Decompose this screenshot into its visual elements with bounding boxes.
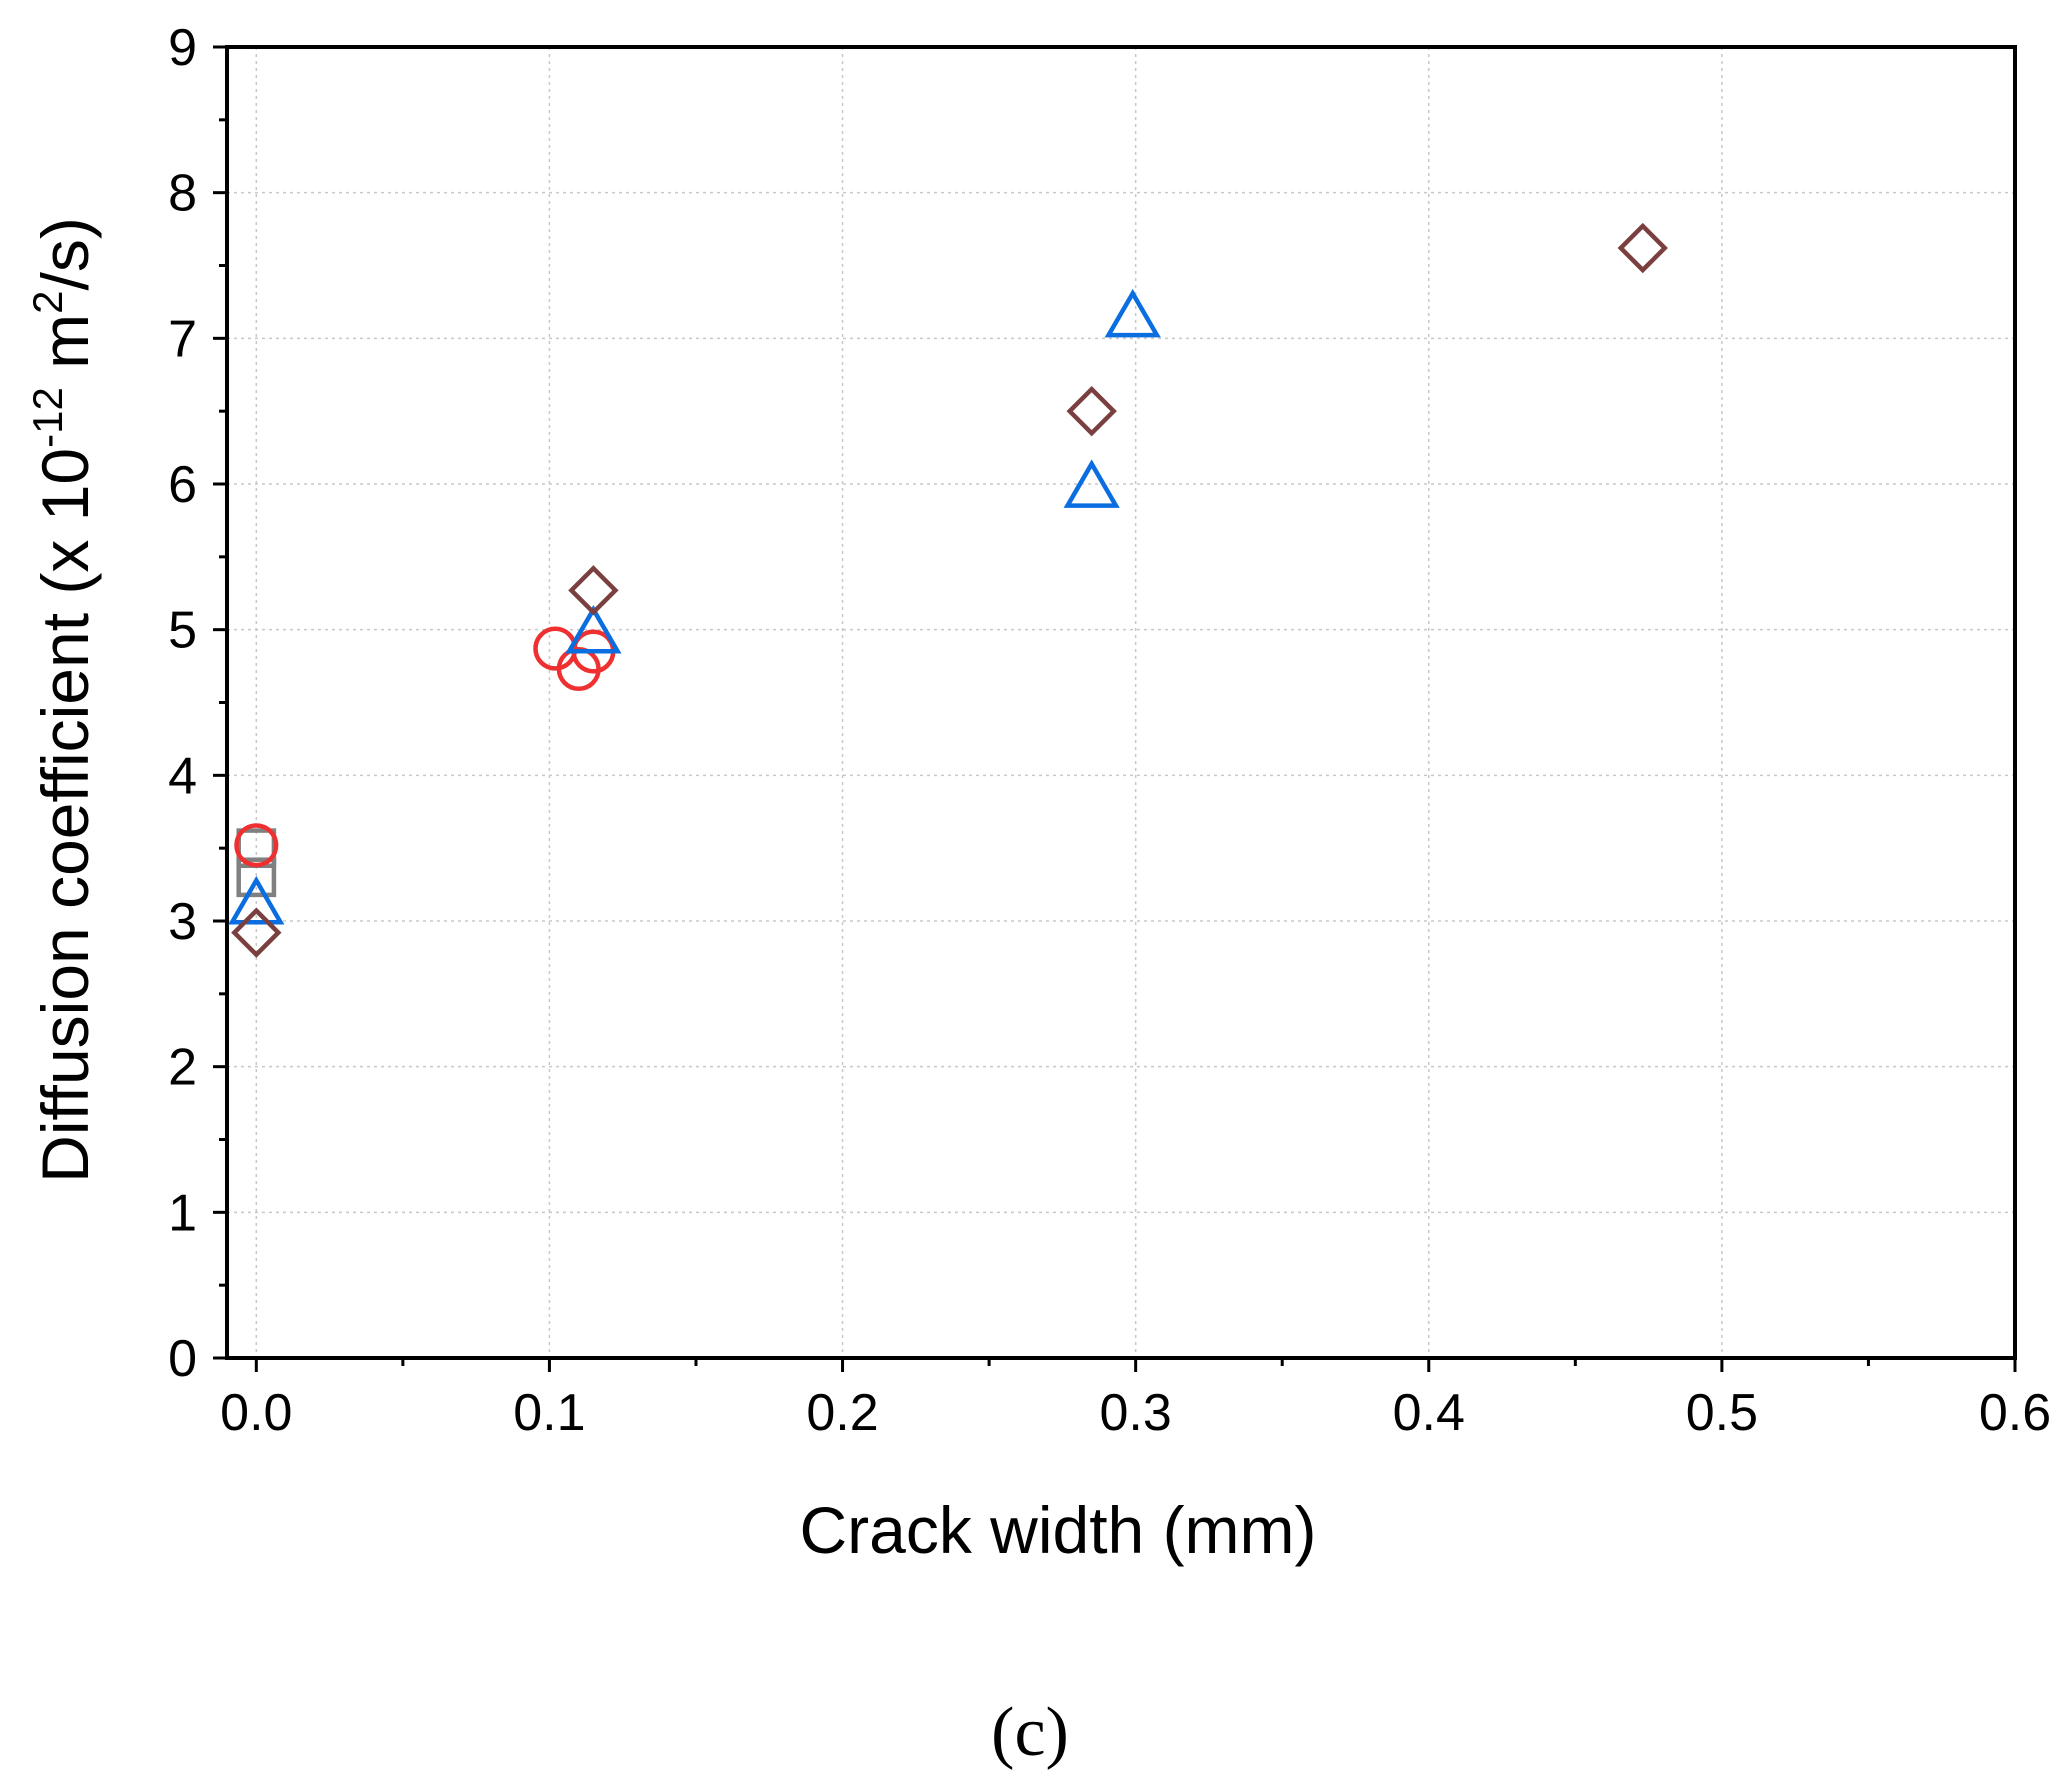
panel-label: (c) [991, 1694, 1069, 1771]
marker-layer [228, 222, 1668, 958]
y-tick-label: 1 [168, 1184, 197, 1242]
x-tick-label: 0.3 [1100, 1384, 1172, 1442]
x-tick-label: 0.1 [513, 1384, 585, 1442]
tick-layer [213, 45, 2017, 1372]
y-tick-label: 9 [168, 19, 197, 77]
series-circle [234, 626, 616, 868]
y-axis-title: Diffusion coefficient (x 10-12 m2/s) [24, 217, 102, 1183]
y-tick-label: 6 [168, 456, 197, 514]
data-point-square [236, 857, 277, 898]
y-tick-label: 5 [168, 602, 197, 660]
y-tick-label: 4 [168, 747, 197, 805]
data-point-triangle [1104, 288, 1161, 338]
y-tick-label: 7 [168, 310, 197, 368]
x-tick-label: 0.4 [1393, 1384, 1465, 1442]
y-axis-title-exponent-1: -12 [24, 387, 71, 448]
x-tick-label: 0.0 [220, 1384, 292, 1442]
series-triangle [228, 288, 1161, 925]
x-axis-title: Crack width (mm) [799, 1493, 1316, 1567]
data-point-diamond [1066, 385, 1117, 437]
x-tick-label: 0.6 [1979, 1384, 2051, 1442]
x-tick-label: 0.2 [806, 1384, 878, 1442]
data-point-diamond [231, 907, 282, 958]
y-axis-title-mid: m [28, 314, 102, 387]
y-axis-title-exponent-2: 2 [24, 290, 71, 313]
data-point-diamond [568, 565, 619, 616]
tick-label-layer: 0.0 0.1 0.2 0.3 0.4 0.5 0.6 0 1 2 3 4 5 6 7 8 9 [168, 19, 2051, 1442]
data-point-triangle [228, 875, 285, 925]
y-tick-label: 8 [168, 165, 197, 223]
data-point-triangle [565, 604, 622, 654]
plot-frame [225, 45, 2017, 1360]
x-tick-label: 0.5 [1686, 1384, 1758, 1442]
y-axis-title-suffix: /s) [28, 217, 102, 290]
y-tick-label: 0 [168, 1330, 197, 1388]
series-diamond [231, 222, 1668, 958]
y-axis-title-prefix: Diffusion coefficient (x 10 [28, 448, 102, 1183]
data-point-triangle [1063, 459, 1120, 508]
y-tick-label: 2 [168, 1039, 197, 1097]
grid-layer [227, 47, 2015, 1358]
data-point-diamond [1617, 222, 1668, 274]
data-point-circle [234, 823, 279, 868]
data-point-circle [556, 646, 601, 692]
y-tick-label: 3 [168, 893, 197, 951]
